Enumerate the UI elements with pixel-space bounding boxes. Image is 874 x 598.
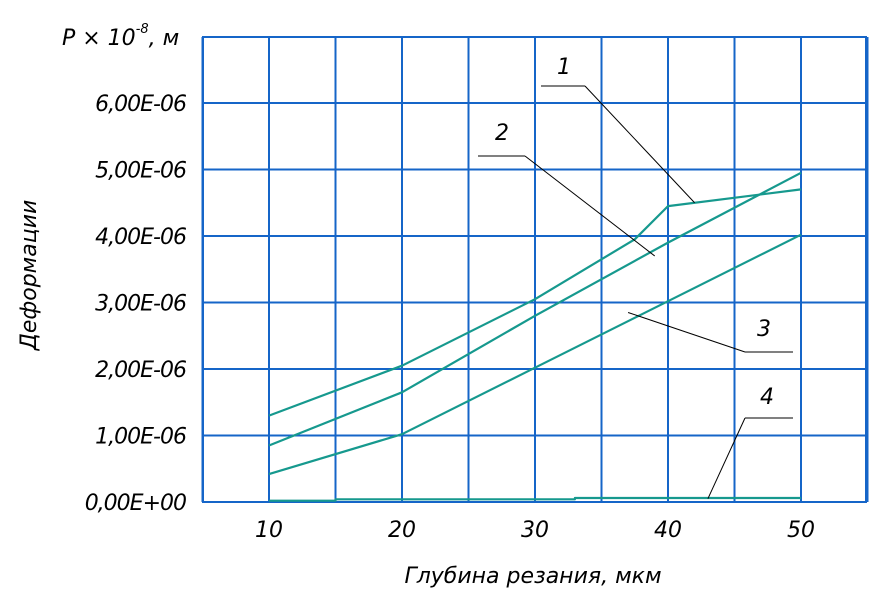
- x-tick-labels: 10 20 30 40 50: [255, 518, 815, 543]
- leader-line: [524, 155, 656, 257]
- x-tick-label: 40: [654, 518, 682, 543]
- series-label-1: 1: [557, 55, 571, 80]
- series-line-2: [268, 171, 802, 447]
- leader-line: [627, 312, 746, 353]
- y-axis-top-label: P × 10-8, м: [62, 22, 179, 51]
- y-tick-label: 6,00E-06: [95, 92, 187, 117]
- y-axis-top-label-base: P × 10: [62, 26, 136, 51]
- series-label-4: 4: [760, 385, 774, 410]
- y-tick-label: 3,00E-06: [95, 292, 187, 317]
- series-line-3: [268, 233, 802, 476]
- annotation-leaders: [478, 85, 793, 499]
- y-tick-labels: 0,00E+00 1,00E-06 2,00E-06 3,00E-06 4,00E-06…: [85, 92, 188, 516]
- y-tick-label: 5,00E-06: [95, 159, 187, 184]
- series-line-1: [268, 188, 802, 417]
- y-tick-label: 1,00E-06: [95, 425, 187, 450]
- x-axis-title: Глубина резания, мкм: [404, 564, 661, 589]
- y-axis-title: Деформации: [17, 200, 42, 352]
- y-axis-top-label-unit: , м: [149, 26, 180, 51]
- x-tick-label: 20: [388, 518, 416, 543]
- plot-frame: [202, 36, 867, 503]
- y-tick-label: 4,00E-06: [95, 225, 187, 250]
- y-axis-top-label-exponent: -8: [136, 22, 149, 37]
- x-tick-label: 30: [521, 518, 549, 543]
- y-tick-label: 0,00E+00: [85, 491, 186, 516]
- series-line-4: [269, 496, 801, 502]
- y-tick-label: 2,00E-06: [95, 358, 187, 383]
- leader-line: [584, 85, 695, 204]
- leader-line: [707, 417, 746, 499]
- x-tick-label: 50: [787, 518, 815, 543]
- series-label-2: 2: [495, 121, 509, 146]
- series-group: [268, 171, 802, 502]
- series-annotations: 1 2 3 4: [495, 55, 774, 410]
- x-tick-label: 10: [255, 518, 283, 543]
- series-label-3: 3: [757, 317, 771, 342]
